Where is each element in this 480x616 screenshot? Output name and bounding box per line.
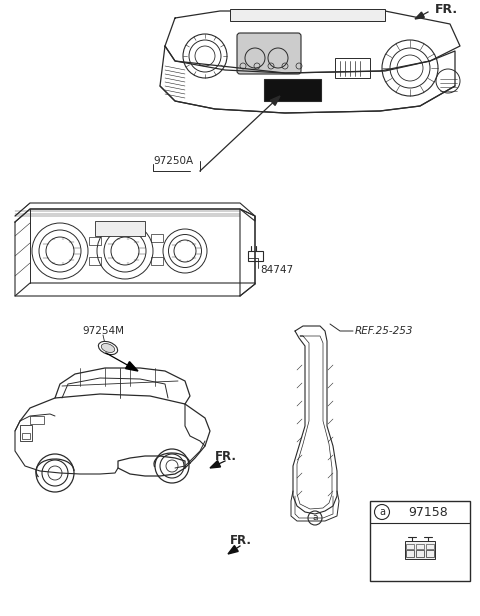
Text: 97250A: 97250A: [153, 156, 193, 166]
Polygon shape: [228, 546, 238, 554]
Bar: [370, 501, 470, 581]
Bar: [406, 544, 414, 549]
Bar: [20, 425, 32, 441]
Text: 97254M: 97254M: [82, 326, 124, 336]
Text: FR.: FR.: [215, 450, 237, 463]
Bar: [151, 257, 163, 265]
Bar: [405, 541, 435, 559]
Bar: [426, 544, 434, 549]
Bar: [426, 550, 434, 557]
FancyBboxPatch shape: [264, 79, 321, 101]
Bar: [22, 433, 30, 439]
Ellipse shape: [101, 344, 115, 352]
Polygon shape: [126, 362, 138, 371]
Ellipse shape: [98, 341, 118, 355]
Bar: [151, 234, 163, 242]
Text: FR.: FR.: [230, 535, 252, 548]
Text: a: a: [379, 507, 385, 517]
Polygon shape: [415, 12, 424, 19]
Bar: [335, 58, 370, 78]
Text: a: a: [312, 514, 318, 522]
Text: 97158: 97158: [408, 506, 448, 519]
Bar: [416, 544, 424, 549]
Polygon shape: [210, 461, 220, 468]
FancyBboxPatch shape: [237, 33, 301, 74]
Text: REF.25-253: REF.25-253: [355, 326, 413, 336]
Bar: [248, 251, 263, 261]
Bar: [30, 416, 44, 424]
Text: FR.: FR.: [435, 2, 458, 15]
Text: 84747: 84747: [260, 265, 293, 275]
Bar: [230, 9, 385, 21]
Bar: [95, 221, 145, 236]
Bar: [89, 257, 101, 265]
Bar: [416, 550, 424, 557]
Bar: [89, 237, 101, 245]
Bar: [406, 550, 414, 557]
Polygon shape: [270, 96, 280, 105]
